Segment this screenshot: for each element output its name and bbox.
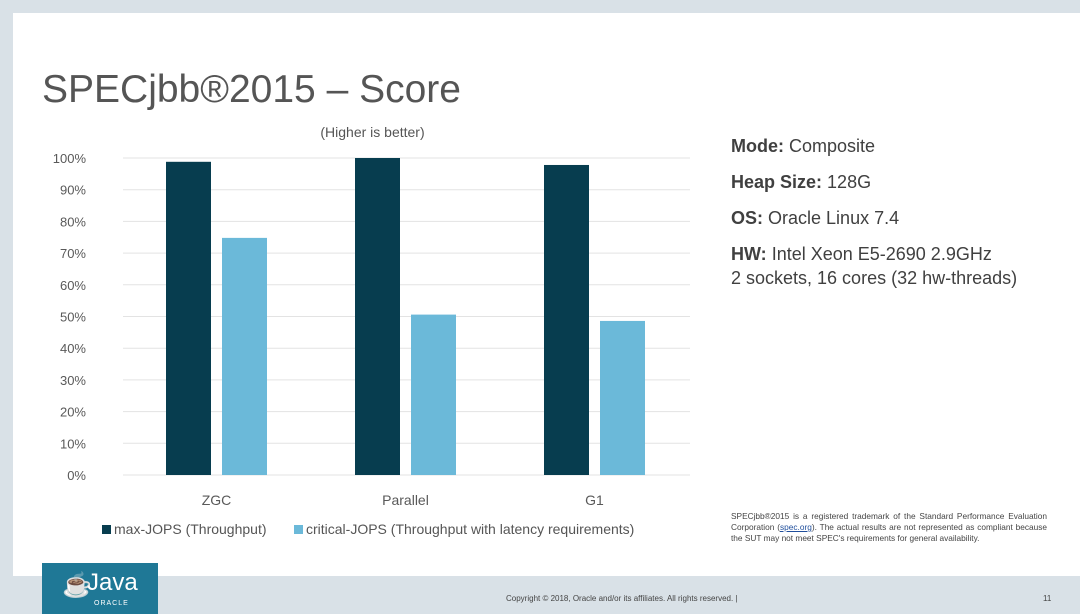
legend-item-critical-jops: critical-JOPS (Throughput with latency r… [294, 521, 634, 537]
info-hw: HW: Intel Xeon E5-2690 2.9GHz 2 sockets, … [731, 244, 1018, 288]
x-tick-label: Parallel [382, 492, 429, 508]
bar-g1-max-jops [544, 164, 589, 475]
bar-zgc-critical-jops [222, 237, 267, 475]
disclaimer: SPECjbb®2015 is a registered trademark o… [731, 511, 1048, 543]
bar-parallel-max-jops [355, 158, 400, 475]
x-tick-label: ZGC [202, 492, 232, 508]
info-mode: Mode: Composite [731, 136, 876, 156]
java-logo: ☕ Java ORACLE [42, 563, 158, 614]
bar-parallel-critical-jops [411, 314, 456, 475]
config-info: Mode: Composite Heap Size: 128G OS: Orac… [731, 134, 1017, 302]
legend-swatch [294, 525, 303, 534]
y-tick-label: 90% [60, 183, 86, 198]
legend-item-max-jops: max-JOPS (Throughput) [102, 521, 267, 537]
y-tick-label: 30% [60, 373, 86, 388]
y-tick-label: 50% [60, 310, 86, 325]
spec-link[interactable]: spec.org [780, 522, 812, 532]
y-tick-label: 70% [60, 246, 86, 261]
bar-chart: 0% 10% 20% 30% 40% 50% 60% 70% 80% 90% 100% ZGC Para… [53, 151, 690, 508]
bar-g1-critical-jops [600, 320, 645, 475]
copyright: Copyright © 2018, Oracle and/or its affi… [506, 594, 738, 603]
y-tick-label: 100% [53, 151, 87, 166]
x-tick-label: G1 [585, 492, 604, 508]
y-tick-label: 40% [60, 341, 86, 356]
page-number: 11 [1043, 594, 1052, 603]
java-cup-icon: ☕ [62, 572, 92, 599]
y-tick-label: 20% [60, 405, 86, 420]
y-tick-label: 60% [60, 278, 86, 293]
legend-swatch [102, 525, 111, 534]
chart-subtitle: (Higher is better) [320, 124, 425, 140]
slide-title: SPECjbb®2015 – Score [42, 68, 461, 111]
bar-zgc-max-jops [166, 161, 211, 475]
info-heap: Heap Size: 128G [731, 172, 872, 192]
y-tick-label: 0% [67, 468, 86, 483]
info-os: OS: Oracle Linux 7.4 [731, 208, 900, 228]
y-tick-label: 80% [60, 214, 86, 229]
y-tick-label: 10% [60, 436, 86, 451]
